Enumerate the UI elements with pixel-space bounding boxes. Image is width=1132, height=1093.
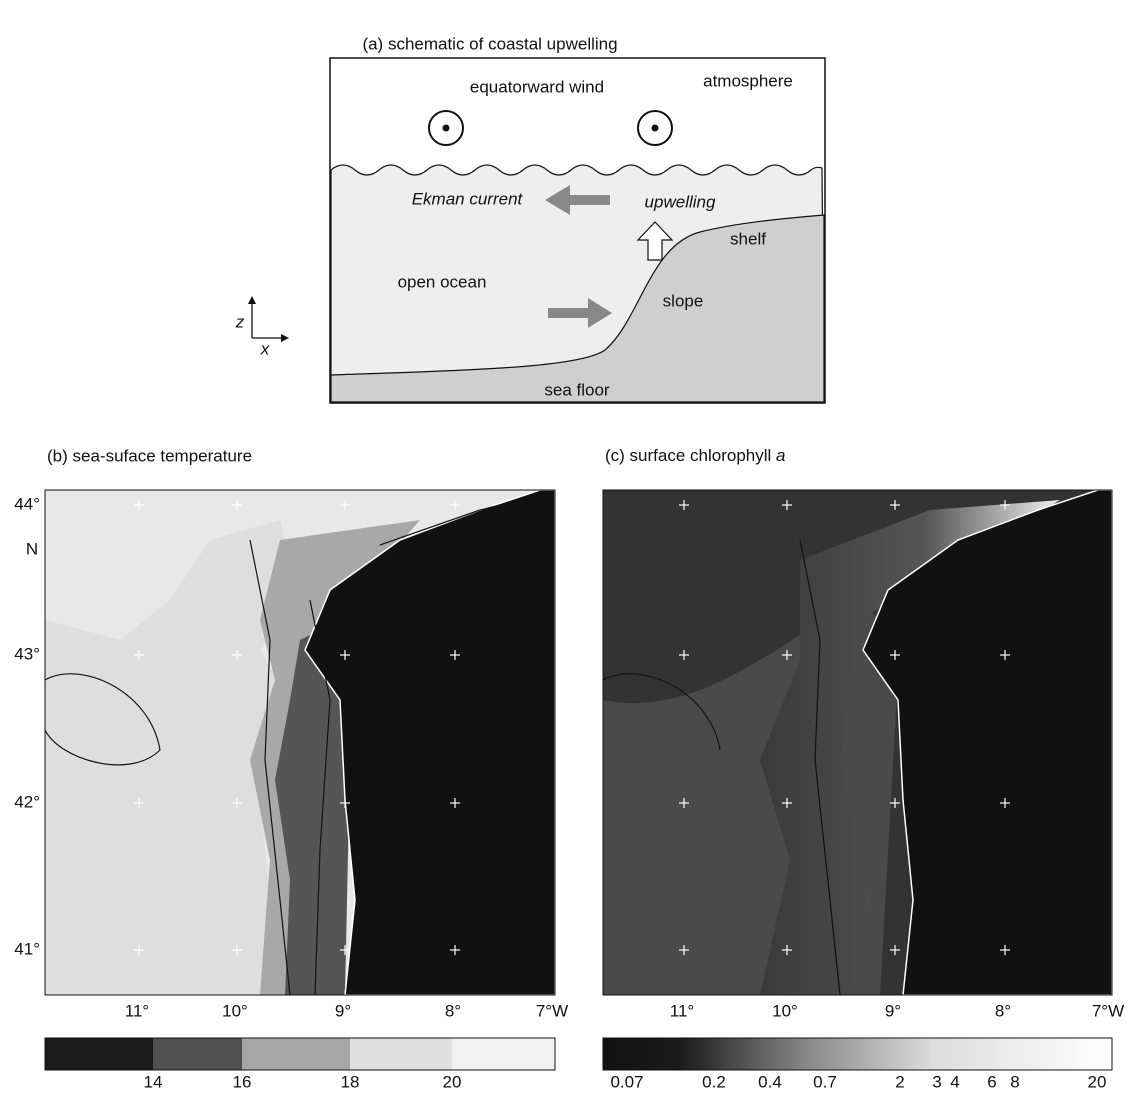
lat-unit: N — [26, 539, 38, 558]
colorbar-label: 20 — [443, 1072, 462, 1091]
lat-label: 44° — [14, 494, 40, 513]
title-italic: a — [776, 446, 785, 465]
lon-label: 7°W — [1092, 1001, 1124, 1020]
colorbar-label: 14 — [144, 1072, 163, 1091]
colorbar-label: 0.07 — [610, 1072, 643, 1091]
colorbar-label: 0.2 — [702, 1072, 726, 1091]
label: shelf — [730, 229, 766, 248]
label: slope — [663, 291, 704, 310]
colorbar-label: 20 — [1088, 1072, 1107, 1091]
label: atmosphere — [703, 71, 793, 90]
title-text: (c) surface chlorophyll — [605, 446, 771, 465]
colorbar — [603, 1038, 1112, 1070]
chlorophyll-map — [603, 490, 1112, 995]
panel-title: (b) sea-suface temperature — [47, 446, 252, 465]
lon-label: 9° — [885, 1001, 901, 1020]
colorbar-label: 3 — [932, 1072, 941, 1091]
colorbar-label: 8 — [1010, 1072, 1019, 1091]
lon-label: 8° — [995, 1001, 1011, 1020]
colorbar — [45, 1038, 555, 1070]
axis-label: x — [260, 339, 270, 358]
lon-label: 10° — [222, 1001, 248, 1020]
lon-label: 9° — [335, 1001, 351, 1020]
colorbar-label: 16 — [233, 1072, 252, 1091]
panel-title: (c) surface chlorophyll a — [605, 446, 785, 465]
label: Ekman current — [412, 189, 524, 208]
colorbar-label: 0.4 — [758, 1072, 782, 1091]
lat-label: 43° — [14, 644, 40, 663]
label: upwelling — [645, 192, 716, 211]
colorbar-label: 6 — [987, 1072, 996, 1091]
figure: (a) schematic of coastal upwelling equat… — [0, 0, 1132, 1093]
colorbar-label: 18 — [341, 1072, 360, 1091]
label: equatorward wind — [470, 77, 604, 96]
lon-label: 10° — [772, 1001, 798, 1020]
lon-label: 8° — [445, 1001, 461, 1020]
colorbar-label: 0.7 — [813, 1072, 837, 1091]
lat-label: 42° — [14, 792, 40, 811]
lon-label: 11° — [125, 1001, 149, 1020]
lat-label: 41° — [14, 939, 40, 958]
lon-label: 11° — [670, 1001, 694, 1020]
colorbar-label: 4 — [950, 1072, 959, 1091]
label: open ocean — [398, 272, 487, 291]
sst-map — [45, 490, 555, 995]
axis-label: z — [235, 312, 245, 331]
panel-title: (a) schematic of coastal upwelling — [362, 34, 617, 53]
lon-label: 7°W — [536, 1001, 568, 1020]
label: sea floor — [544, 380, 610, 399]
colorbar-label: 2 — [895, 1072, 904, 1091]
